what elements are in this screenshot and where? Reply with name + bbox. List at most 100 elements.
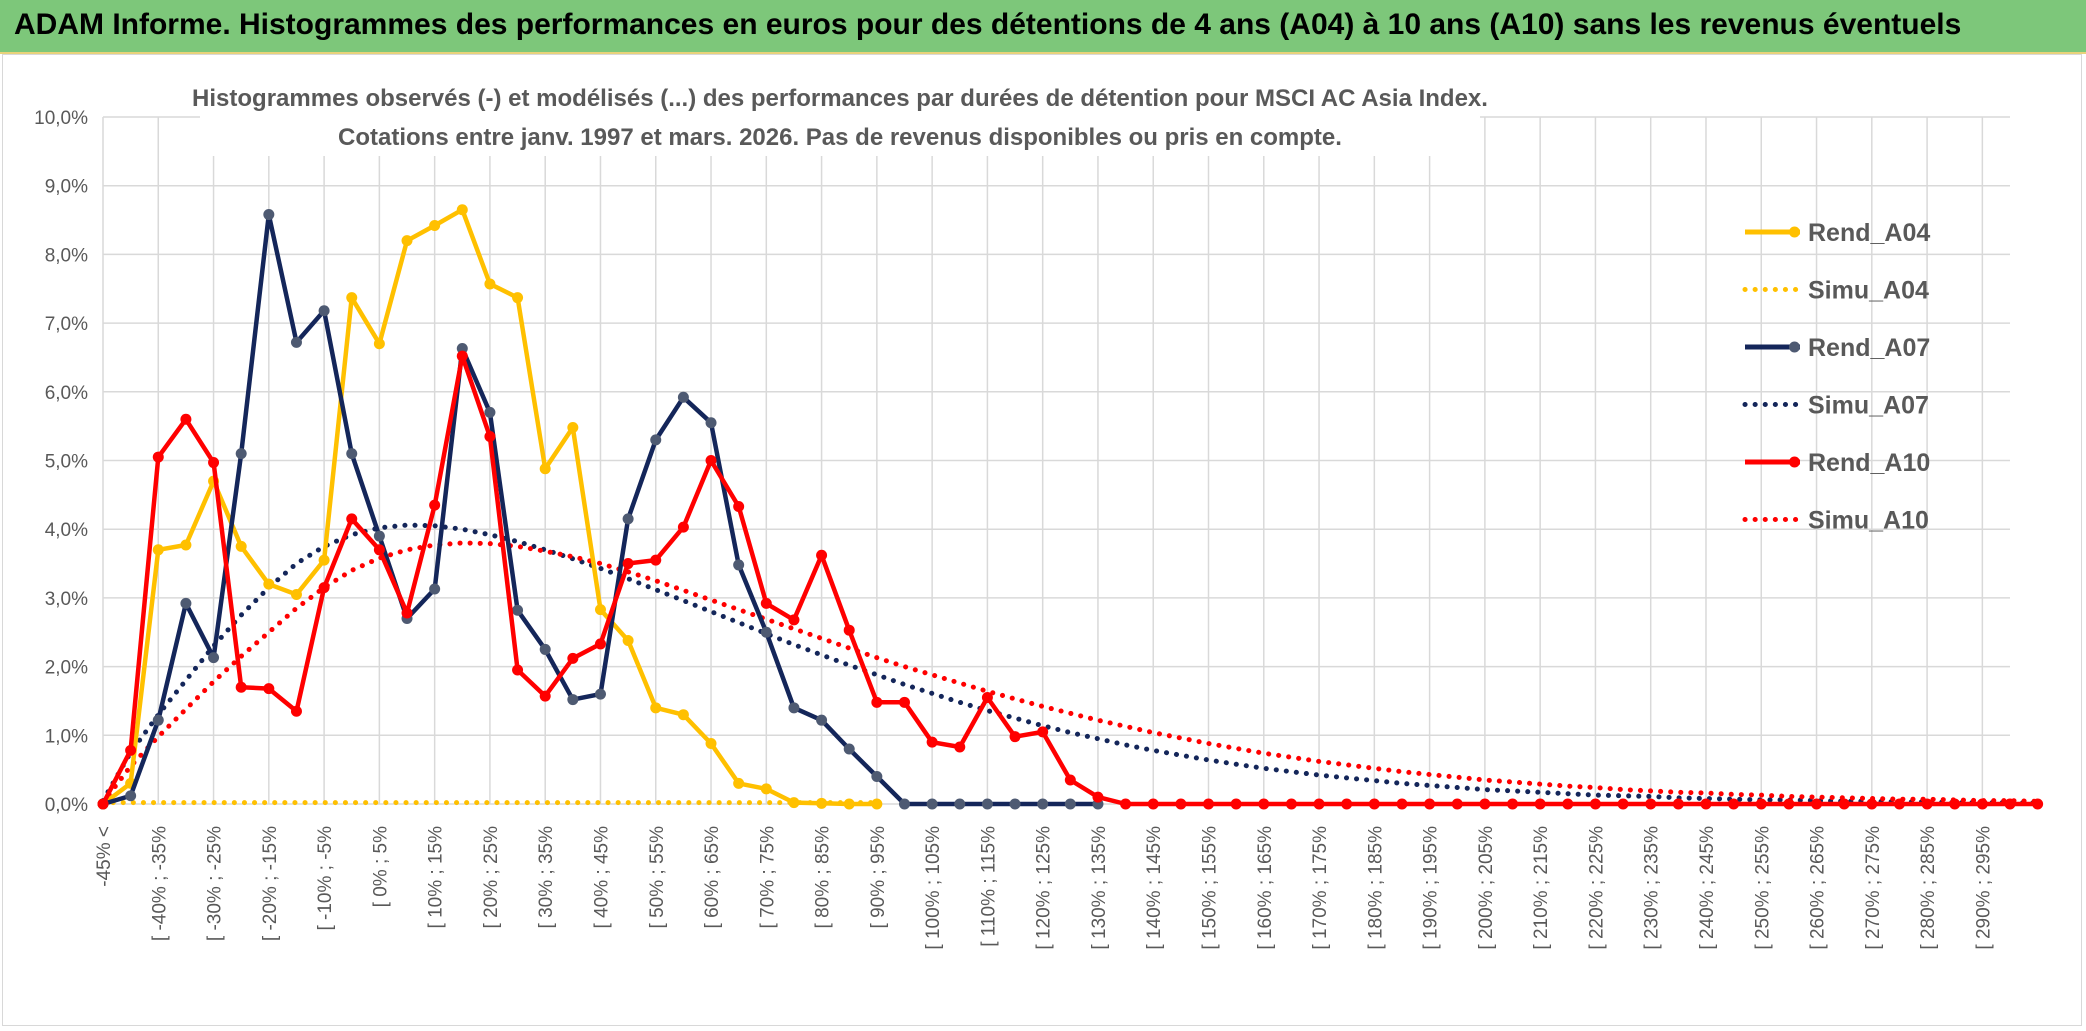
data-point-rend-a10: [1976, 798, 1988, 810]
title-background: [200, 76, 1480, 156]
x-tick-label: [ 210% ; 215%: [1531, 826, 1552, 950]
data-point-rend-a07: [456, 343, 468, 355]
data-point-rend-a07: [263, 209, 275, 221]
x-tick-label: [ 220% ; 225%: [1586, 826, 1607, 950]
data-point-rend-a04: [733, 777, 745, 789]
data-point-rend-a10: [677, 521, 689, 533]
legend: Rend_A04 Simu_A04 Rend_A07 Simu_A07 Rend_A10…: [1742, 219, 1930, 535]
data-point-rend-a10: [235, 681, 247, 693]
data-point-rend-a07: [290, 336, 302, 348]
x-tick-label: [ 250% ; 255%: [1752, 826, 1773, 950]
data-point-rend-a07: [760, 626, 772, 638]
chart-frame: [2, 54, 2082, 1026]
series-line-simu-a10: [100, 540, 2041, 806]
data-point-rend-a07: [677, 391, 689, 403]
y-tick-label: 1,0%: [45, 726, 88, 747]
data-point-rend-a07: [954, 798, 966, 810]
data-point-rend-a07: [318, 305, 330, 317]
data-point-rend-a10: [456, 350, 468, 362]
legend-label-simu-a10: Simu_A10: [1808, 507, 1929, 535]
y-tick-label: 7,0%: [45, 314, 88, 335]
y-tick-label: 3,0%: [45, 589, 88, 610]
x-tick-label: [ 10% ; 15%: [426, 826, 447, 929]
data-point-rend-a10: [373, 544, 385, 556]
data-point-rend-a10: [788, 614, 800, 626]
x-tick-label: [ 0% ; 5%: [370, 826, 391, 907]
data-point-rend-a07: [373, 530, 385, 542]
data-point-rend-a10: [622, 558, 634, 570]
x-tick-label: [ 50% ; 55%: [647, 826, 668, 929]
data-point-rend-a10: [1507, 798, 1519, 810]
chart-subtitle: Cotations entre janv. 1997 et mars. 2026…: [338, 124, 1342, 151]
chart-title: Histogrammes observés (-) et modélisés (…: [192, 85, 1488, 112]
y-tick-label: 5,0%: [45, 452, 88, 473]
data-point-rend-a07: [484, 406, 496, 418]
data-point-rend-a10: [1562, 798, 1574, 810]
data-point-rend-a10: [1175, 798, 1187, 810]
legend-label-rend-a07: Rend_A07: [1808, 334, 1930, 362]
data-point-rend-a07: [125, 790, 137, 802]
data-point-rend-a04: [816, 797, 828, 809]
x-tick-label: [ 80% ; 85%: [813, 826, 834, 929]
data-point-rend-a07: [1009, 798, 1021, 810]
data-point-rend-a07: [152, 714, 164, 726]
data-point-rend-a07: [208, 652, 220, 664]
data-point-rend-a07: [981, 798, 993, 810]
data-point-rend-a10: [318, 582, 330, 594]
y-tick-label: 4,0%: [45, 520, 88, 541]
data-point-rend-a10: [1120, 798, 1132, 810]
legend-marker-rend-a07: [1789, 341, 1800, 353]
y-tick-label: 6,0%: [45, 383, 88, 404]
x-tick-label: [ -10% ; -5%: [315, 826, 336, 931]
data-point-rend-a10: [539, 690, 551, 702]
x-tick-label: [ -40% ; -35%: [149, 826, 170, 941]
data-point-rend-a10: [401, 607, 413, 619]
x-tick-label: [ 130% ; 135%: [1089, 826, 1110, 950]
data-point-rend-a10: [97, 798, 109, 810]
x-tick-label: [ 190% ; 195%: [1421, 826, 1442, 950]
data-point-rend-a10: [346, 513, 358, 525]
data-point-rend-a04: [290, 588, 302, 600]
data-point-rend-a04: [567, 422, 579, 434]
x-tick-label: [ 260% ; 265%: [1808, 826, 1829, 950]
grid: [102, 116, 2010, 805]
legend-marker-rend-a10: [1789, 456, 1800, 468]
data-point-rend-a10: [760, 597, 772, 609]
data-point-rend-a04: [650, 702, 662, 714]
data-point-rend-a04: [594, 604, 606, 616]
data-point-rend-a10: [290, 705, 302, 717]
data-point-rend-a07: [567, 694, 579, 706]
x-tick-label: [ 240% ; 245%: [1697, 826, 1718, 950]
data-point-rend-a10: [898, 696, 910, 708]
data-point-rend-a10: [816, 549, 828, 561]
data-point-rend-a04: [871, 798, 883, 810]
data-point-rend-a10: [1728, 798, 1740, 810]
data-point-rend-a04: [401, 235, 413, 247]
x-tick-label: [ 40% ; 45%: [591, 826, 612, 929]
data-point-rend-a04: [263, 578, 275, 590]
x-tick-label: [ 270% ; 275%: [1863, 826, 1884, 950]
x-tick-label: [ 140% ; 145%: [1144, 826, 1165, 950]
data-point-rend-a10: [1313, 798, 1325, 810]
data-point-rend-a10: [1258, 798, 1270, 810]
data-point-rend-a10: [2032, 798, 2044, 810]
data-point-rend-a10: [484, 430, 496, 442]
x-tick-label: [ -20% ; -15%: [260, 826, 281, 941]
data-point-rend-a10: [1617, 798, 1629, 810]
x-tick-label: [ 90% ; 95%: [868, 826, 889, 929]
y-tick-label: 0,0%: [45, 795, 88, 816]
data-point-rend-a10: [733, 501, 745, 513]
data-point-rend-a10: [1064, 774, 1076, 786]
y-tick-label: 2,0%: [45, 658, 88, 679]
data-point-rend-a10: [650, 554, 662, 566]
y-tick-label: 8,0%: [45, 245, 88, 266]
x-tick-label: [ -30% ; -25%: [205, 826, 226, 941]
data-point-rend-a10: [208, 457, 220, 469]
data-point-rend-a10: [125, 744, 137, 756]
data-point-rend-a07: [705, 417, 717, 429]
data-point-rend-a07: [180, 597, 192, 609]
data-point-rend-a04: [429, 220, 441, 232]
data-point-rend-a10: [1285, 798, 1297, 810]
y-tick-label: 9,0%: [45, 177, 88, 198]
